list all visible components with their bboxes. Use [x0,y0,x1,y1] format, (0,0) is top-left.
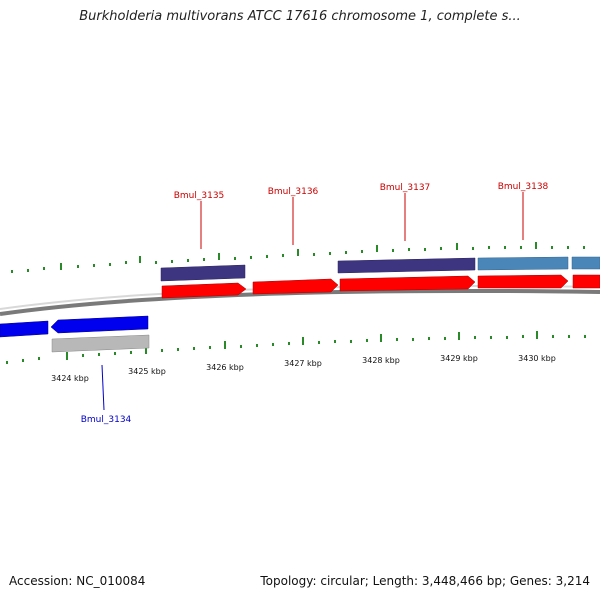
gene-labels: Bmul_3135 Bmul_3136 Bmul_3137 Bmul_3138 … [81,182,549,425]
gene-label[interactable]: Bmul_3134 [81,415,132,425]
forward-features-top [160,256,600,282]
cds-arrow-3[interactable] [339,275,476,292]
gene-label[interactable]: Bmul_3138 [498,182,549,192]
gene-label[interactable]: Bmul_3135 [174,191,225,201]
genome-summary-text: Topology: circular; Length: 3,448,466 bp… [260,574,590,588]
feature-purple-2[interactable] [337,257,476,274]
cds-arrow-2[interactable] [252,278,339,295]
feature-purple-1[interactable] [160,264,246,282]
feature-gray-1[interactable] [51,334,150,353]
accession-text: Accession: NC_010084 [9,574,146,588]
feature-steelblue-1[interactable] [477,256,569,271]
forward-cds-arrows [161,274,600,299]
gene-label[interactable]: Bmul_3137 [380,183,431,193]
gene-label[interactable]: Bmul_3136 [268,187,319,197]
feature-steelblue-2[interactable] [571,256,600,270]
gene-label-leader [101,364,105,411]
reverse-cds-arrows [0,315,149,338]
cds-arrow-4[interactable] [477,274,569,289]
cds-reverse-2[interactable] [50,315,149,334]
tick-label: 3427 kbp [284,359,322,368]
tick-label: 3426 kbp [206,363,244,372]
tick-label: 3425 kbp [128,367,166,376]
cds-reverse-1[interactable] [0,320,49,338]
cds-arrow-1[interactable] [161,282,247,299]
cds-arrow-5[interactable] [572,274,600,289]
map-title: Burkholderia multivorans ATCC 17616 chro… [79,9,521,24]
tick-label: 3429 kbp [440,354,478,363]
tick-label: 3430 kbp [518,354,556,363]
backbone-outer [0,288,600,316]
tick-labels: 3424 kbp 3425 kbp 3426 kbp 3427 kbp 3428… [51,354,556,383]
outer-tick-ring [11,242,585,273]
tick-label: 3424 kbp [51,374,89,383]
inner-tick-ring [6,331,586,364]
tick-label: 3428 kbp [362,356,400,365]
